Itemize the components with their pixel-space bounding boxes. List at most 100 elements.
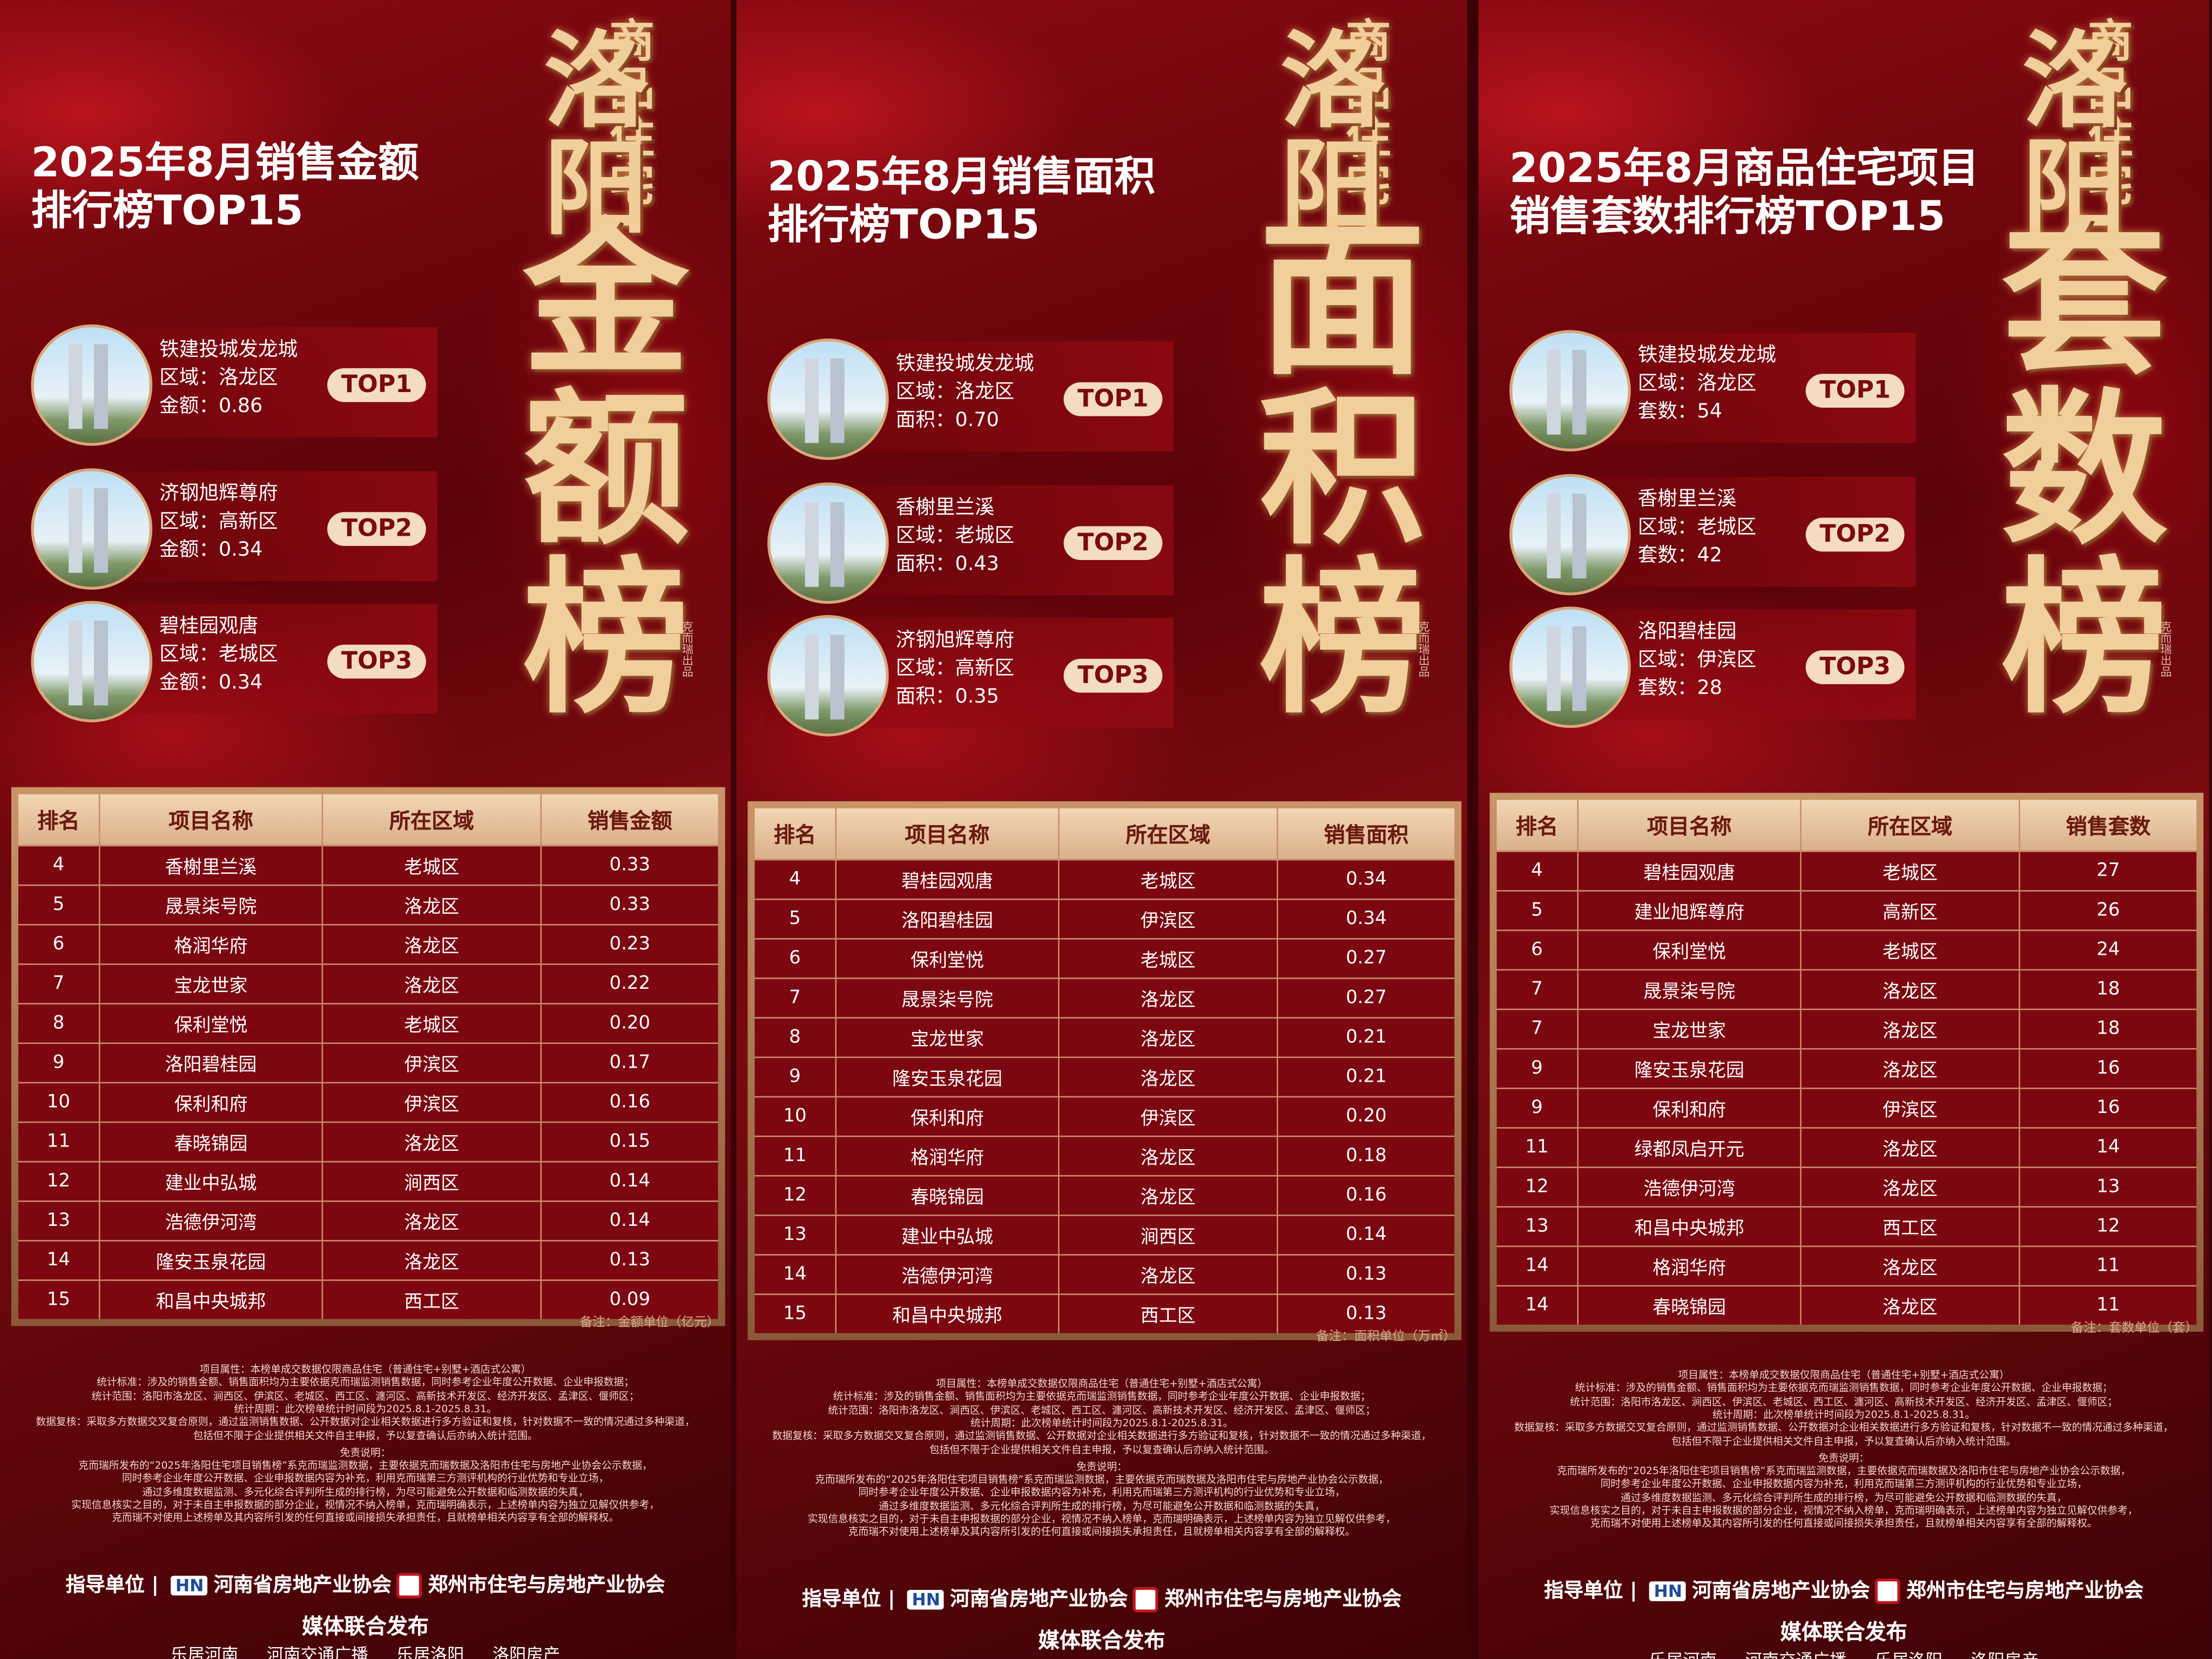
table-row: 10 保利和府 伊滨区 0.16	[18, 1082, 718, 1122]
table-cell: 洛龙区	[323, 925, 542, 964]
table-row: 11 春晓锦园 洛龙区 0.15	[18, 1121, 718, 1161]
project-value: 面积：0.35	[895, 685, 999, 709]
header-cell: 排名	[755, 808, 837, 859]
table-row: 7 晟景柒号院 洛龙区 0.27	[754, 977, 1455, 1017]
table-row: 14 隆安玉泉花园 洛龙区 0.13	[18, 1240, 718, 1280]
project-name: 香榭里兰溪	[1637, 488, 1737, 511]
media-title: 媒体联合发布	[301, 1614, 429, 1640]
media-title: 媒体联合发布	[1038, 1628, 1165, 1654]
footnote: 项目属性：本榜单成交数据仅限商品住宅（普通住宅+别墅+酒店式公寓）	[1678, 1368, 2009, 1381]
table-cell: 洛龙区	[1802, 1010, 2020, 1048]
table-row: 12 春晓锦园 洛龙区 0.16	[754, 1175, 1455, 1215]
project-name: 香榭里兰溪	[895, 496, 995, 520]
table-cell: 老城区	[1060, 939, 1278, 978]
media-title: 媒体联合发布	[1780, 1619, 1907, 1645]
media-row: 乐居河南 河南交通广播 乐居洛阳 洛阳房产	[1479, 1648, 2209, 1659]
table-cell: 伊滨区	[323, 1044, 542, 1082]
card-text: 香榭里兰溪 区域：老城区 套数：42	[1638, 485, 1756, 570]
footnote: 统计范围：洛阳市洛龙区、涧西区、伊滨区、老城区、西工区、瀍河区、高新技术开发区、…	[828, 1403, 1376, 1416]
guide-row: 指导单位 | HN 河南省房地产业协会 郑州市住宅与房地产业协会	[1479, 1576, 2209, 1604]
footnote: 统计周期：此次榜单统计时间段为2025.8.1-2025.8.31。	[970, 1416, 1233, 1429]
card-text: 铁建投城发龙城 区域：洛龙区 套数：54	[1638, 341, 1776, 426]
project-photo	[1509, 330, 1631, 451]
table-cell: 5	[1497, 891, 1579, 930]
big-title: 面积榜	[1233, 211, 1418, 720]
table-cell: 15	[755, 1294, 837, 1333]
table-cell: 晟景柒号院	[1579, 970, 1802, 1009]
project-photo	[767, 482, 889, 604]
table-cell: 洛龙区	[323, 965, 542, 1003]
table-cell: 洛阳碧桂园	[100, 1044, 323, 1082]
table-cell: 6	[755, 939, 837, 978]
table-cell: 香榭里兰溪	[100, 846, 323, 885]
table-cell: 4	[755, 860, 837, 899]
guide-org: 河南省房地产业协会	[1692, 1580, 1870, 1603]
project-area: 区域：老城区	[895, 524, 1015, 548]
table-row: 12 浩德伊河湾 洛龙区 13	[1496, 1166, 2197, 1206]
top-card: 碧桂园观唐 区域：老城区 金额：0.34 TOP3	[28, 601, 437, 723]
footnote: 统计范围：洛阳市洛龙区、涧西区、伊滨区、老城区、西工区、瀍河区、高新技术开发区、…	[91, 1388, 639, 1402]
project-area: 区域：洛龙区	[1637, 372, 1757, 395]
divider: |	[144, 1574, 166, 1597]
project-area: 区域：伊滨区	[1637, 649, 1757, 672]
table-cell: 8	[755, 1019, 837, 1057]
table-cell: 保利和府	[1579, 1089, 1802, 1128]
table-cell: 保利堂悦	[100, 1004, 323, 1043]
table-cell: 洛龙区	[1060, 1058, 1278, 1096]
table-cell: 24	[2096, 939, 2120, 961]
table-cell: 洛龙区	[1802, 1286, 2020, 1325]
table-cell: 保利堂悦	[1579, 931, 1802, 969]
table-cell: 晟景柒号院	[100, 886, 323, 924]
project-value: 金额：0.34	[159, 671, 263, 694]
table-cell: 洛龙区	[1060, 1019, 1278, 1057]
table-cell: 老城区	[323, 1004, 542, 1043]
table-row: 8 宝龙世家 洛龙区 0.21	[754, 1017, 1455, 1057]
disclaimer: 克而瑞所发布的“2025年洛阳住宅项目销售榜”系克而瑞监测数据，主要依据克而瑞数…	[1556, 1464, 2131, 1478]
disclaimer-title: 免责说明：	[1076, 1460, 1128, 1473]
table-cell: 13	[755, 1216, 837, 1255]
table-cell: 涧西区	[1060, 1216, 1278, 1255]
header-cell: 项目名称	[1579, 800, 1802, 851]
table-row: 13 建业中弘城 涧西区 0.14	[754, 1215, 1455, 1255]
table-row: 5 建业旭辉尊府 高新区 26	[1496, 890, 2197, 930]
table-header: 排名 项目名称 所在区域 销售金额	[18, 794, 718, 845]
table-cell: 老城区	[1802, 852, 2020, 891]
media-name: 河南交通广播	[266, 1644, 368, 1659]
table-cell: 隆安玉泉花园	[837, 1058, 1060, 1096]
table-cell: 宝龙世家	[1579, 1010, 1802, 1048]
table-cell: 保利堂悦	[837, 939, 1060, 978]
table-cell: 洛龙区	[1802, 1247, 2020, 1285]
table-cell: 伊滨区	[1802, 1089, 2020, 1128]
table-cell: 9	[18, 1044, 100, 1082]
divider: |	[881, 1588, 902, 1611]
table-cell: 洛龙区	[1060, 979, 1278, 1017]
ranking-table: 排名 项目名称 所在区域 销售金额 4 香榭里兰溪 老城区 0.33 5 晟景柒号院 洛龙区 0.33…	[11, 787, 725, 1326]
table-cell: 14	[18, 1241, 100, 1280]
table-cell: 4	[18, 846, 100, 885]
org-icon	[1133, 1587, 1159, 1613]
table-cell: 浩德伊河湾	[100, 1202, 323, 1240]
table-cell: 6	[18, 925, 100, 964]
footnote: 统计标准：涉及的销售金额、销售面积均为主要依据克而瑞监测销售数据，同时参考企业年…	[1575, 1381, 2113, 1394]
footnote: 包括但不限于企业提供相关文件自主申报，予以复查确认后亦纳入统计范围。	[929, 1442, 1274, 1455]
disclaimer: 克而瑞所发布的“2025年洛阳住宅项目销售榜”系克而瑞监测数据，主要依据克而瑞数…	[78, 1459, 652, 1472]
table-cell: 18	[2096, 1019, 2120, 1040]
table-cell: 老城区	[1802, 931, 2020, 969]
footnote: 包括但不限于企业提供相关文件自主申报，予以复查确认后亦纳入统计范围。	[193, 1428, 538, 1441]
table-cell: 伊滨区	[1060, 1097, 1278, 1136]
project-area: 区域：洛龙区	[895, 381, 1015, 404]
table-row: 5 洛阳碧桂园 伊滨区 0.34	[754, 898, 1455, 939]
title-line: 排行榜TOP15	[767, 200, 1040, 248]
table-cell: 洛龙区	[323, 1241, 542, 1280]
project-name: 碧桂园观唐	[159, 615, 259, 638]
header-cell: 销售面积	[1324, 821, 1409, 847]
table-cell: 建业中弘城	[100, 1162, 323, 1201]
org-icon	[397, 1573, 423, 1599]
table-cell: 11	[755, 1137, 837, 1175]
tagline: 商品住宅	[604, 17, 655, 209]
table-row: 9 隆安玉泉花园 洛龙区 0.21	[754, 1056, 1455, 1096]
top-card: 济钢旭辉尊府 区域：高新区 面积：0.35 TOP3	[764, 615, 1174, 737]
project-value: 面积：0.70	[895, 409, 999, 432]
table-row: 4 香榭里兰溪 老城区 0.33	[18, 845, 718, 885]
